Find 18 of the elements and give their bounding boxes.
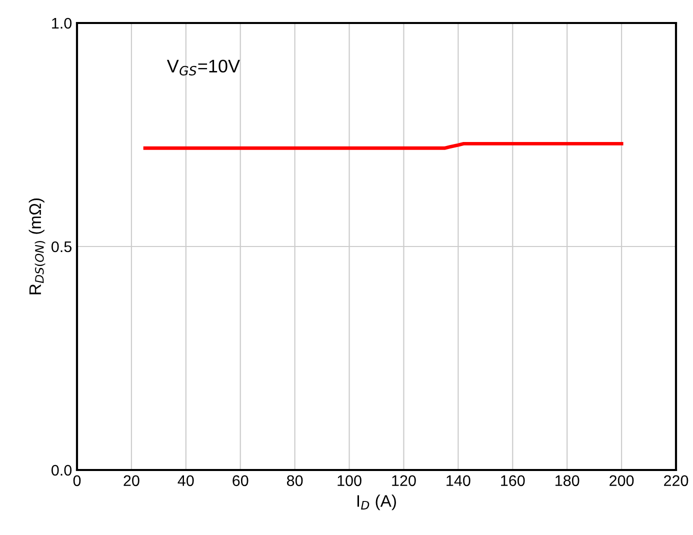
x-tick-label: 20	[124, 475, 140, 486]
y-tick-label: 1.0	[52, 18, 72, 29]
x-tick-label: 0	[73, 475, 81, 486]
y-axis-title: R$_{DS(ON)}$ (mΩ)	[28, 198, 46, 294]
y-tick-label: 0.0	[52, 464, 72, 476]
x-tick-label: 120	[392, 475, 416, 486]
y-tick-label: 0.5	[52, 241, 72, 252]
x-tick-label: 180	[556, 475, 580, 486]
annotation: V$_{GS}$=10V	[166, 60, 240, 76]
x-tick-label: 60	[232, 475, 248, 486]
x-tick-label: 140	[446, 475, 470, 486]
x-tick-label: 200	[610, 475, 634, 486]
x-tick-label: 220	[664, 475, 688, 486]
x-tick-label: 40	[178, 475, 194, 486]
x-tick-label: 80	[286, 475, 303, 486]
x-tick-label: 160	[501, 475, 525, 486]
x-axis-title: I$_{D}$ (A)	[357, 494, 396, 510]
x-tick-label: 100	[338, 475, 362, 486]
